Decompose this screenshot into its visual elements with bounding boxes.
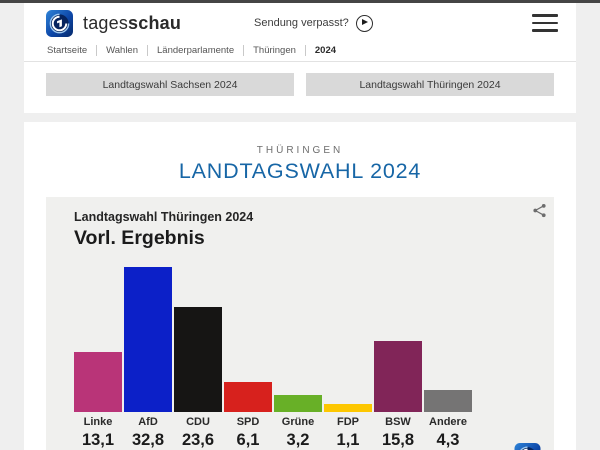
bar-afd[interactable] — [124, 267, 172, 412]
breadcrumb-wahlen[interactable]: Wahlen — [97, 45, 148, 56]
bar-label-group-afd: AfD 32,8 — [124, 416, 172, 450]
tagesschau-watermark-icon — [514, 443, 541, 450]
results-chart-card: Landtagswahl Thüringen 2024 Vorl. Ergebn… — [46, 197, 554, 450]
party-name-gruene: Grüne — [281, 416, 315, 428]
chart-title: Vorl. Ergebnis — [74, 227, 205, 249]
share-icon[interactable] — [532, 203, 547, 218]
bar-spd[interactable] — [224, 382, 272, 412]
party-value-fdp: 1,1 — [336, 431, 360, 449]
party-value-afd: 32,8 — [131, 431, 165, 449]
bar-cdu[interactable] — [174, 307, 222, 412]
breadcrumb-startseite[interactable]: Startseite — [38, 45, 98, 56]
missed-broadcast-link[interactable]: Sendung verpasst? — [254, 3, 373, 43]
bar-label-group-andere: Andere 4,3 — [424, 416, 472, 450]
site-header: tagesschau Sendung verpasst? Startseite … — [24, 3, 576, 113]
main-content: THÜRINGEN LANDTAGSWAHL 2024 Landtagswahl… — [24, 122, 576, 450]
brand-light: tages — [83, 12, 129, 33]
bar-label-group-cdu: CDU 23,6 — [174, 416, 222, 450]
party-value-andere: 4,3 — [436, 431, 460, 449]
breadcrumb-laenderparlamente[interactable]: Länderparlamente — [148, 45, 245, 56]
party-value-gruene: 3,2 — [286, 431, 310, 449]
bar-label-group-linke: Linke 13,1 — [74, 416, 122, 450]
page-title: LANDTAGSWAHL 2024 — [178, 159, 422, 183]
sachsen-election-button[interactable]: Landtagswahl Sachsen 2024 — [46, 73, 294, 96]
party-name-afd: AfD — [138, 416, 158, 428]
tagesschau-logo-icon[interactable] — [46, 9, 73, 37]
bar-linke[interactable] — [74, 352, 122, 412]
party-name-fdp: FDP — [337, 416, 359, 428]
bar-label-group-spd: SPD 6,1 — [224, 416, 272, 450]
party-value-cdu: 23,6 — [181, 431, 215, 449]
bar-label-group-bsw: BSW 15,8 — [374, 416, 422, 450]
party-value-bsw: 15,8 — [381, 431, 415, 449]
bar-label-group-gruene: Grüne 3,2 — [274, 416, 322, 450]
bar-chart — [74, 267, 472, 412]
bar-labels: Linke 13,1 AfD 32,8 CDU 23,6 SPD 6,1 Grüne 3,2 FDP… — [74, 416, 472, 450]
bar-label-group-fdp: FDP 1,1 — [324, 416, 372, 450]
brand-bold: schau — [128, 12, 182, 33]
thueringen-election-button[interactable]: Landtagswahl Thüringen 2024 — [306, 73, 554, 96]
missed-broadcast-label: Sendung verpasst? — [254, 17, 349, 29]
play-icon[interactable] — [355, 14, 373, 32]
party-name-cdu: CDU — [186, 416, 210, 428]
chart-kicker: Landtagswahl Thüringen 2024 — [74, 210, 254, 224]
breadcrumb: Startseite Wahlen Länderparlamente Thüri… — [24, 43, 576, 62]
bar-gruene[interactable] — [274, 395, 322, 412]
party-name-andere: Andere — [429, 416, 467, 428]
bar-andere[interactable] — [424, 390, 472, 412]
party-name-linke: Linke — [83, 416, 113, 428]
region-kicker: THÜRINGEN — [256, 145, 344, 156]
party-name-bsw: BSW — [385, 416, 411, 428]
party-name-spd: SPD — [236, 416, 260, 428]
bar-bsw[interactable] — [374, 341, 422, 412]
section-divider — [24, 113, 576, 122]
browser-top-edge — [0, 0, 600, 3]
party-value-spd: 6,1 — [236, 431, 260, 449]
hamburger-menu-icon[interactable] — [532, 12, 558, 34]
brand-wordmark[interactable]: tagesschau — [83, 13, 181, 34]
bar-fdp[interactable] — [324, 404, 372, 412]
party-value-linke: 13,1 — [81, 431, 115, 449]
breadcrumb-2024[interactable]: 2024 — [314, 45, 337, 56]
breadcrumb-thueringen[interactable]: Thüringen — [244, 45, 306, 56]
